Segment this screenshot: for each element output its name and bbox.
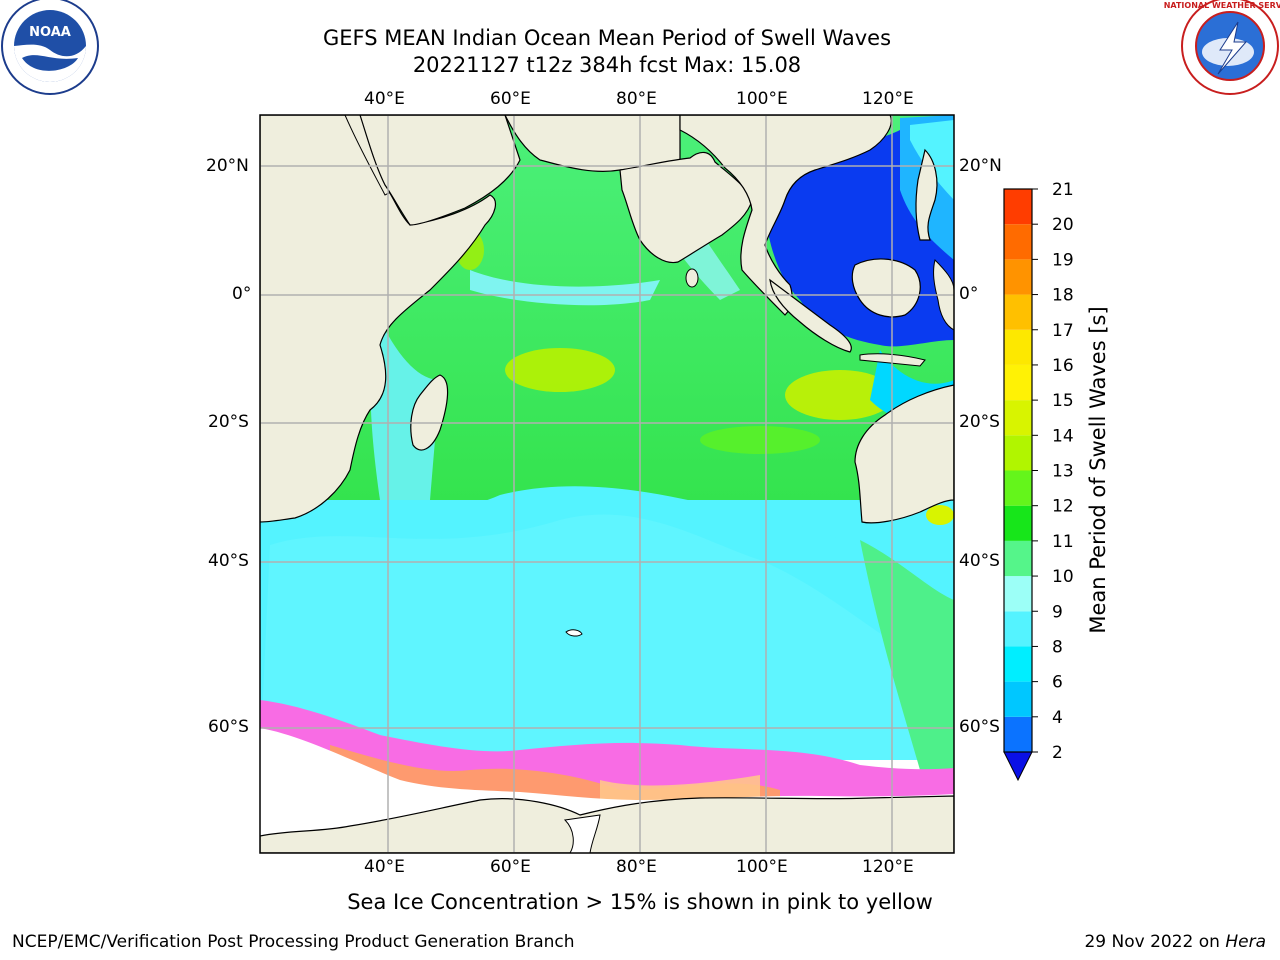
national-weather-service-logo: NATIONAL WEATHER SERVICE: [1164, 0, 1280, 95]
lon-label-top-80e: 80°E: [616, 89, 657, 109]
colorbar-block: [1004, 189, 1032, 225]
colorbar-tick-label: 18: [1052, 286, 1074, 306]
colorbar-tick-label: 8: [1052, 637, 1063, 657]
noaa-logo: NOAA: [1, 0, 99, 95]
lat-label-left-0: 0°: [232, 284, 252, 304]
australia-land: [854, 384, 954, 524]
colorbar-block: [1004, 576, 1032, 612]
lon-label-top-40e: 40°E: [364, 89, 405, 109]
map-title: GEFS MEAN Indian Ocean Mean Period of Sw…: [322, 26, 892, 50]
colorbar-block: [1004, 611, 1032, 647]
colorbar-tick-label: 15: [1052, 391, 1074, 411]
colorbar-tick-label: 21: [1052, 180, 1074, 200]
lat-label-right-20s: 20°S: [959, 412, 1000, 432]
colorbar-tick-label: 12: [1052, 497, 1074, 517]
svg-text:NOAA: NOAA: [29, 25, 71, 40]
graticule: [260, 115, 954, 853]
colorbar-block: [1004, 646, 1032, 682]
lat-label-right-60s: 60°S: [959, 717, 1000, 737]
colorbar-tick-label: 13: [1052, 462, 1074, 482]
colorbar-tick-label: 10: [1052, 567, 1074, 587]
lat-label-left-60s: 60°S: [208, 717, 249, 737]
colorbar-tick-label: 17: [1052, 321, 1074, 341]
lon-label-bottom-100e: 100°E: [736, 857, 788, 877]
colorbar-block: [1004, 470, 1032, 506]
footer-date: 29 Nov 2022 on Hera: [1084, 932, 1266, 952]
colorbar-tick-label: 9: [1052, 602, 1063, 622]
colorbar-block: [1004, 681, 1032, 717]
colorbar-block: [1004, 329, 1032, 365]
colorbar-block: [1004, 364, 1032, 401]
lon-label-bottom-60e: 60°E: [490, 857, 531, 877]
colorbar-block: [1004, 224, 1032, 260]
colorbar-block: [1004, 294, 1032, 330]
colorbar-extend-arrow: [1003, 751, 1033, 782]
colorbar-tick-label: 14: [1052, 426, 1074, 446]
colorbar-tick-label: 6: [1052, 673, 1063, 693]
colorbar-block: [1004, 540, 1032, 577]
footer-credit: NCEP/EMC/Verification Post Processing Pr…: [12, 932, 575, 952]
footer-date-text: 29 Nov 2022 on: [1084, 932, 1226, 952]
indochina-land: [679, 115, 892, 316]
colorbar-block: [1004, 435, 1032, 471]
sumatra-land: [769, 278, 852, 353]
africa-land: [260, 115, 497, 523]
lon-label-top-120e: 120°E: [862, 89, 914, 109]
lat-label-left-20s: 20°S: [208, 412, 249, 432]
lon-label-bottom-120e: 120°E: [862, 857, 914, 877]
lat-label-left-20n: 20°N: [206, 156, 249, 176]
lat-label-left-40s: 40°S: [208, 551, 249, 571]
lat-label-right-20n: 20°N: [959, 156, 1002, 176]
footer-host: Hera: [1225, 932, 1266, 952]
colorbar-tick-label: 4: [1052, 708, 1063, 728]
lon-label-top-100e: 100°E: [736, 89, 788, 109]
arabia-land: [359, 115, 521, 226]
sea-ice-note: Sea Ice Concentration > 15% is shown in …: [347, 890, 933, 914]
map-field: [260, 115, 954, 853]
lon-label-bottom-40e: 40°E: [364, 857, 405, 877]
colorbar-block: [1004, 505, 1032, 541]
map-frame: [259, 114, 955, 854]
lat-label-right-0: 0°: [959, 284, 979, 304]
borneo-land: [851, 258, 921, 318]
lon-label-bottom-80e: 80°E: [616, 857, 657, 877]
colorbar-tick-label: 11: [1052, 532, 1074, 552]
colorbar-block: [1004, 259, 1032, 295]
map-subtitle-forecast: 20221127 t12z 384h fcst Max: 15.08: [412, 53, 802, 77]
colorbar-block: [1004, 716, 1032, 752]
madagascar-land: [410, 374, 449, 451]
colorbar-tick-label: 16: [1052, 356, 1074, 376]
lat-label-right-40s: 40°S: [959, 551, 1000, 571]
colorbar-tick-label: 19: [1052, 250, 1074, 270]
colorbar-tick-label: 20: [1052, 215, 1074, 235]
lon-label-top-60e: 60°E: [490, 89, 531, 109]
colorbar-block: [1004, 400, 1032, 436]
colorbar-label: Mean Period of Swell Waves [s]: [1086, 306, 1110, 634]
antarctica-land: [260, 795, 954, 853]
colorbar-tick-label: 2: [1052, 743, 1063, 763]
svg-text:NATIONAL WEATHER SERVICE: NATIONAL WEATHER SERVICE: [1164, 1, 1280, 10]
